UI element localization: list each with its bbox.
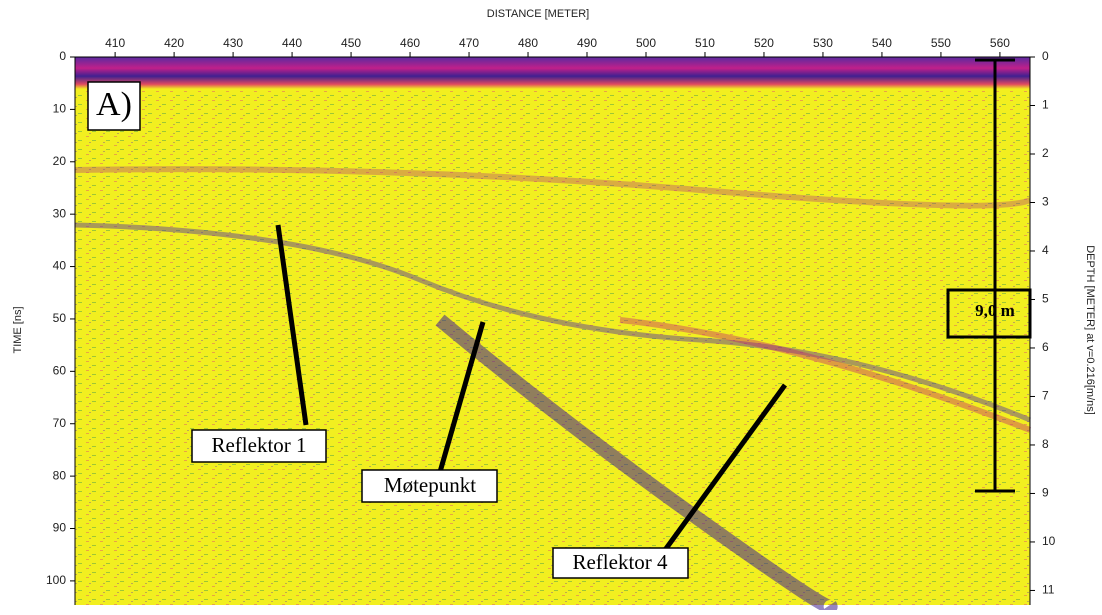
x-tick-label: 500 (636, 36, 656, 50)
annotation: Reflektor 4 (572, 550, 668, 574)
y-tick-label: 20 (53, 154, 67, 168)
y2-tick-label: 0 (1042, 49, 1049, 63)
x-tick-label: 540 (872, 36, 892, 50)
y-tick-label: 80 (53, 468, 67, 482)
y2-tick-label: 10 (1042, 534, 1056, 548)
annotations (87, 58, 1032, 579)
y-tick-label: 10 (53, 102, 67, 116)
x-tick-label: 470 (459, 36, 479, 50)
y-tick-label: 70 (53, 416, 67, 430)
x-tick-label: 450 (341, 36, 361, 50)
y2-tick-label: 1 (1042, 98, 1049, 112)
y-axis-label: TIME [ns] (12, 306, 24, 353)
y2-tick-label: 2 (1042, 146, 1049, 160)
y2-tick-label: 3 (1042, 195, 1049, 209)
x-tick-label: 520 (754, 36, 774, 50)
y2-tick-label: 4 (1042, 243, 1049, 257)
x-tick-label: 490 (577, 36, 597, 50)
y-tick-label: 30 (53, 206, 67, 220)
y2-axis-label: DEPTH [METER] at v=0.216[m/ns] (1084, 245, 1096, 415)
y2-tick-label: 8 (1042, 437, 1049, 451)
panel-label: A) (96, 86, 132, 123)
y-tick-label: 0 (59, 49, 66, 63)
radargram-image (74, 57, 1032, 614)
y-tick-label: 50 (53, 311, 67, 325)
y-tick-label: 100 (46, 573, 66, 587)
y2-tick-label: 9 (1042, 486, 1049, 500)
x-tick-label: 460 (400, 36, 420, 50)
x-axis-label: DISTANCE [METER] (487, 8, 589, 20)
y-tick-label: 90 (53, 521, 67, 535)
scale-label: 9,0 m (975, 301, 1015, 320)
y-tick-label: 60 (53, 364, 67, 378)
x-tick-label: 530 (813, 36, 833, 50)
y-tick-label: 40 (53, 259, 67, 273)
x-tick-label: 430 (223, 36, 243, 50)
annotation: Møtepunkt (384, 473, 476, 497)
y2-tick-label: 6 (1042, 340, 1049, 354)
x-tick-label: 560 (990, 36, 1010, 50)
y2-tick-label: 11 (1042, 583, 1055, 597)
x-tick-label: 420 (164, 36, 184, 50)
x-tick-label: 550 (931, 36, 951, 50)
y2-tick-label: 7 (1042, 389, 1049, 403)
x-tick-label: 410 (105, 36, 125, 50)
x-tick-label: 440 (282, 36, 302, 50)
annotation: Reflektor 1 (211, 433, 306, 457)
x-tick-label: 510 (695, 36, 715, 50)
y2-tick-label: 5 (1042, 292, 1049, 306)
x-tick-label: 480 (518, 36, 538, 50)
